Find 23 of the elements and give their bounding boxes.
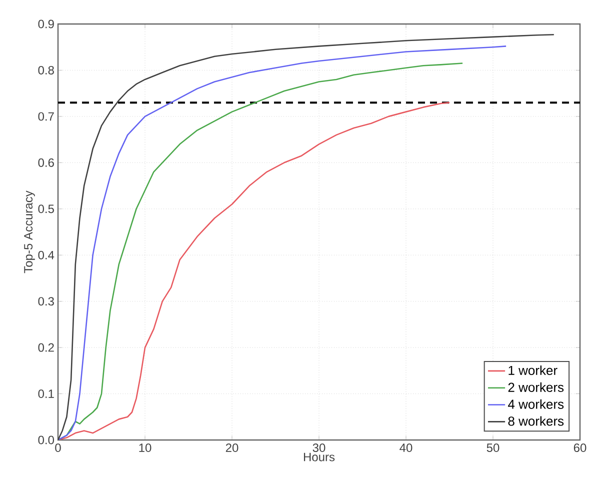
y-tick-label: 0.4 xyxy=(38,250,54,260)
y-tick-label: 0.6 xyxy=(38,158,54,167)
x-tick-label: 0 xyxy=(55,444,61,452)
y-tick-label: 0.3 xyxy=(38,297,54,306)
y-tick-label: 0.7 xyxy=(38,112,54,121)
x-axis-title: Hours xyxy=(304,452,335,462)
legend-label: 4 workers xyxy=(508,399,564,409)
y-tick-label: 0.2 xyxy=(38,343,54,352)
x-tick-label: 10 xyxy=(139,444,152,452)
x-tick-label: 60 xyxy=(574,444,586,452)
x-tick-label: 40 xyxy=(400,444,412,452)
legend-label: 8 workers xyxy=(508,416,564,426)
y-tick-label: 0.1 xyxy=(38,390,54,398)
y-tick-label: 0.0 xyxy=(38,436,54,444)
y-tick-label: 0.8 xyxy=(38,66,54,74)
x-tick-label: 30 xyxy=(312,444,326,452)
y-axis-title: Top-5 Accuracy xyxy=(24,190,35,274)
legend-label: 1 worker xyxy=(508,365,558,376)
y-tick-label: 0.9 xyxy=(38,20,54,28)
y-tick-label: 0.5 xyxy=(38,204,54,214)
x-tick-label: 50 xyxy=(486,444,500,452)
legend-label: 2 workers xyxy=(508,382,564,392)
x-tick-label: 20 xyxy=(226,444,238,452)
